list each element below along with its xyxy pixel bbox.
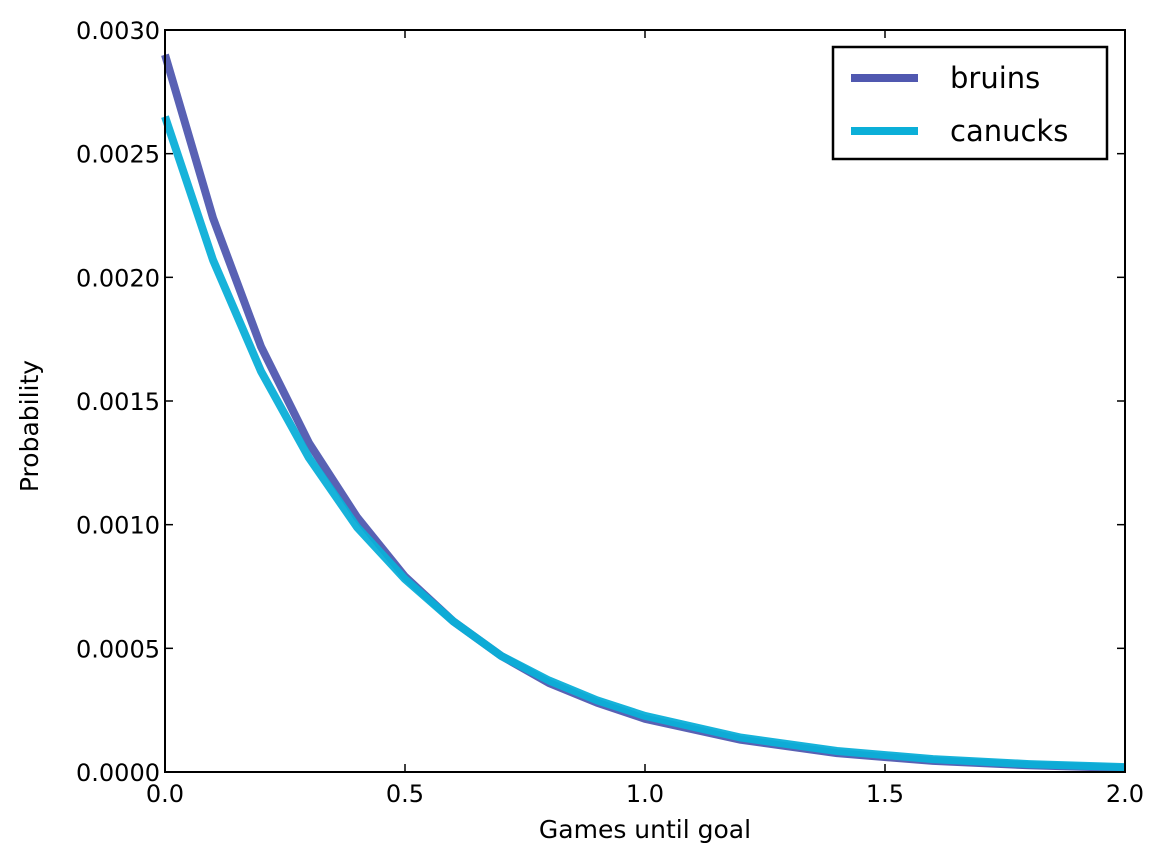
y-tick-label: 0.0010 <box>76 512 160 540</box>
series-lines <box>161 53 1126 772</box>
legend-label: bruins <box>950 61 1040 95</box>
series-line-canucks <box>161 115 1126 772</box>
ticks: 0.0 0.5 1.0 1.5 2.0 0.0000 0.0005 0.0010 0.0015 0… <box>76 17 1144 808</box>
x-tick-label: 1.0 <box>626 780 664 808</box>
y-tick-label: 0.0025 <box>76 141 160 169</box>
plot-frame <box>164 29 1126 773</box>
series-line-bruins <box>161 53 1126 772</box>
legend-label: canucks <box>950 114 1068 148</box>
legend-box <box>831 45 1109 161</box>
x-axis-title: Games until goal <box>539 815 751 844</box>
y-tick-label: 0.0030 <box>76 17 160 45</box>
y-tick-label: 0.0020 <box>76 264 160 292</box>
x-tick-label: 2.0 <box>1106 780 1144 808</box>
y-tick-label: 0.0015 <box>76 388 160 416</box>
x-tick-label: 0.5 <box>386 780 424 808</box>
x-tick-label: 1.5 <box>866 780 904 808</box>
y-tick-label: 0.0005 <box>76 635 160 663</box>
legend: bruins canucks <box>831 45 1109 161</box>
x-tick-label: 0.0 <box>146 780 184 808</box>
y-axis-title: Probability <box>15 360 44 492</box>
y-tick-label: 0.0000 <box>76 759 160 787</box>
